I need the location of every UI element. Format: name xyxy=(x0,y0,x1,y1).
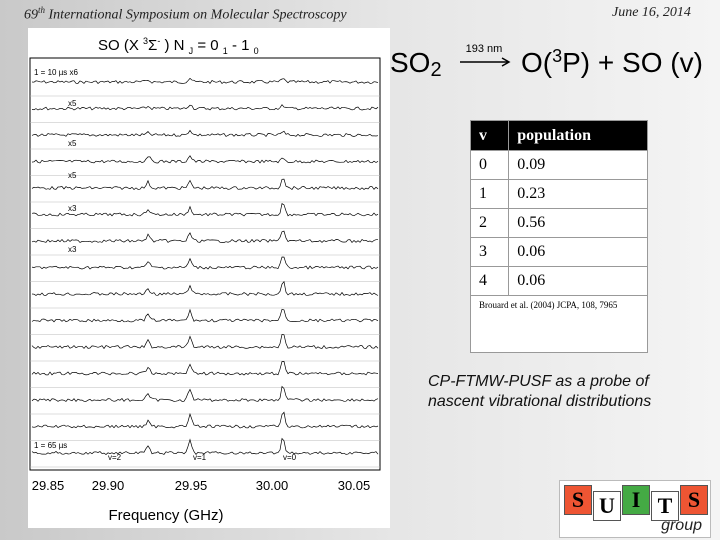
x-tick-label: 30.00 xyxy=(256,478,289,493)
x-axis-label: Frequency (GHz) xyxy=(108,507,223,524)
table-cell: 2 xyxy=(469,208,510,238)
table-cell: 0.06 xyxy=(508,266,648,296)
table-cell: 3 xyxy=(469,237,510,267)
table-cell: 0.23 xyxy=(508,179,648,209)
reactant: SO2 xyxy=(390,47,442,81)
citation: Brouard et al. (2004) JCPA, 108, 7965 xyxy=(470,295,648,353)
logo: group S U I T S xyxy=(559,480,711,538)
header-cell: v xyxy=(469,120,510,151)
trace xyxy=(31,280,379,296)
traces xyxy=(30,77,380,468)
plot-frame xyxy=(29,57,381,471)
table-row: 1 0.23 xyxy=(469,179,648,209)
trace xyxy=(31,129,379,138)
labels: 1 = 10 µs x6 x5 x5 x5 x3 x3 1 = 65 µs v=2 v=1 v=0… xyxy=(32,68,371,493)
t: = 0 xyxy=(193,37,223,54)
table-row: 2 0.56 xyxy=(469,208,648,238)
panel-label: x5 xyxy=(68,171,77,180)
header-title: 69th International Symposium on Molecula… xyxy=(24,5,347,24)
spectrum-figure: SO (X 3Σ- ) N J = 0 1 - 1 0 1 = 10 µs x6… xyxy=(28,28,390,528)
arrow-label: 193 nm xyxy=(466,43,503,55)
t: P) + SO (v) xyxy=(562,47,703,78)
caption: CP-FTMW-PUSF as a probe of nascent vibra… xyxy=(428,373,652,410)
table-header: v population xyxy=(469,120,648,151)
panel-label: 1 = 10 µs x6 xyxy=(34,68,79,77)
table-body: 0 0.09 1 0.23 2 0.56 3 0.06 4 0.06 xyxy=(469,150,648,296)
x-tick-label: 30.05 xyxy=(338,478,371,493)
panel-label: x5 xyxy=(68,139,77,148)
x-tick-label: 29.90 xyxy=(92,478,125,493)
logo-word: group xyxy=(661,517,702,534)
peak-label: v=0 xyxy=(283,453,297,462)
panel-label: x3 xyxy=(68,245,77,254)
table-cell: 4 xyxy=(469,266,510,296)
t: SO xyxy=(390,47,430,78)
citation-row: Brouard et al. (2004) JCPA, 108, 7965 xyxy=(470,295,648,353)
t: O( xyxy=(521,47,553,78)
reaction-svg: SO2 193 nm O(3P) + SO (v) xyxy=(390,43,703,81)
t: - 1 xyxy=(228,37,254,54)
trace xyxy=(31,385,379,402)
t: 2 xyxy=(430,59,441,81)
trace xyxy=(31,411,379,429)
panel-label: 1 = 65 µs xyxy=(34,441,67,450)
table-row: 4 0.06 xyxy=(469,266,648,296)
t: SO (X xyxy=(98,37,143,54)
t: Σ xyxy=(148,37,157,54)
t: ) N xyxy=(160,37,188,54)
table-row: 0 0.09 xyxy=(469,150,648,180)
t: J xyxy=(189,46,194,56)
header-number: 69 xyxy=(24,7,38,23)
trace xyxy=(31,203,379,217)
table-row: 3 0.06 xyxy=(469,237,648,267)
x-tick-label: 29.85 xyxy=(32,478,65,493)
trace xyxy=(31,178,379,191)
panel-label: x3 xyxy=(68,204,77,213)
t: 3 xyxy=(143,36,148,46)
t: - xyxy=(157,36,160,46)
trace xyxy=(31,104,379,111)
table-cell: 0.56 xyxy=(508,208,648,238)
product: O(3P) + SO (v) xyxy=(521,46,703,78)
table-cell: 0.06 xyxy=(508,237,648,267)
trace xyxy=(31,437,379,455)
trace xyxy=(31,230,378,244)
table-cell: 0 xyxy=(469,150,510,180)
logo-letter: S xyxy=(680,485,708,515)
logo-letter: I xyxy=(622,485,650,515)
header-cell: population xyxy=(508,120,648,151)
logo-letter: T xyxy=(651,491,679,521)
header-date: June 16, 2014 xyxy=(612,5,691,20)
trace xyxy=(31,361,379,376)
table-cell: 1 xyxy=(469,179,510,209)
trace xyxy=(31,308,379,323)
table-cell: 0.09 xyxy=(508,150,648,180)
trace xyxy=(31,77,379,85)
arrow-head xyxy=(501,57,511,67)
panel-label: x5 xyxy=(68,99,77,108)
t: 3 xyxy=(552,46,562,66)
population-table: v population 0 0.09 1 0.23 2 0.56 3 0.06 4 0.06 Br… xyxy=(469,120,648,353)
x-tick-label: 29.95 xyxy=(175,478,208,493)
logo-letter: S xyxy=(564,485,592,515)
header-text: International Symposium on Molecular Spe… xyxy=(48,7,347,23)
t: 1 xyxy=(223,46,228,56)
figure-title: SO (X 3Σ- ) N J = 0 1 - 1 0 xyxy=(98,36,259,56)
trace xyxy=(31,333,379,350)
t: 0 xyxy=(254,46,259,56)
reaction: SO2 193 nm O(3P) + SO (v) xyxy=(388,36,720,91)
peak-label: v=1 xyxy=(193,453,207,462)
trace xyxy=(31,155,379,164)
peak-label: v=2 xyxy=(108,453,122,462)
header-suffix: th xyxy=(38,5,46,15)
logo-letter: U xyxy=(593,491,621,521)
trace xyxy=(31,256,379,270)
